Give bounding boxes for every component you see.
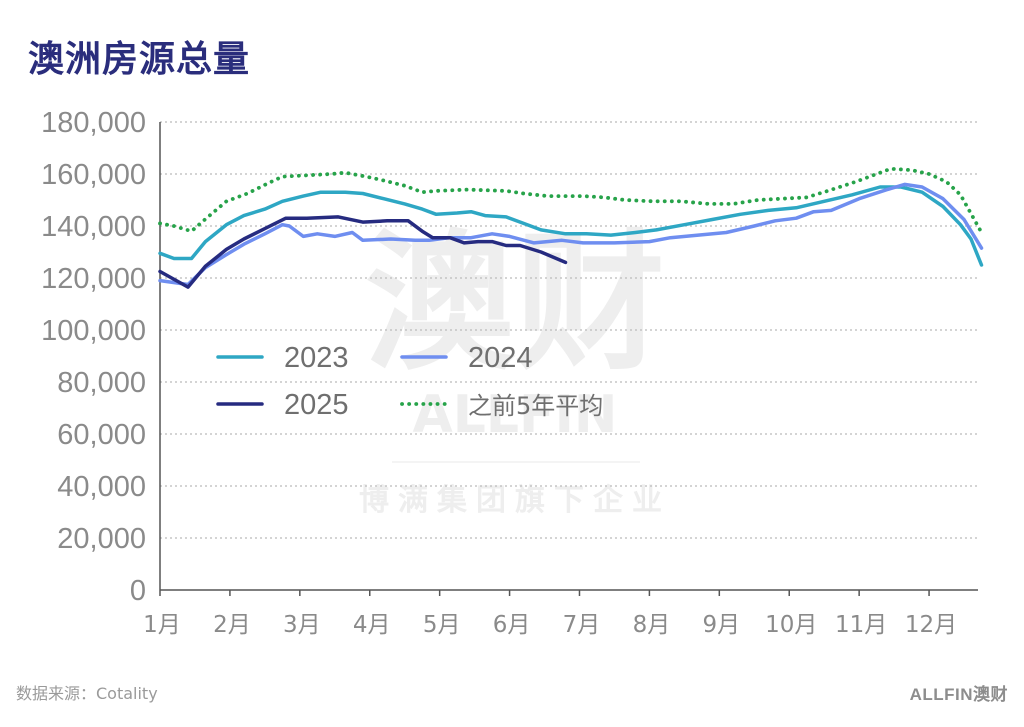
brand-logo: ALLFIN澳财 [909,685,1008,704]
series-lines [158,166,984,289]
x-tick-label: 4月 [353,612,391,638]
y-tick-label: 40,000 [57,471,146,503]
y-tick-label: 160,000 [41,159,146,191]
legend-label-0: 2023 [284,342,349,374]
page-title: 澳洲房源总量 [28,39,251,80]
watermark-tagline: 博满集团旗下企业 [359,483,671,518]
series-line-1 [158,182,984,287]
y-tick-label: 20,000 [57,523,146,555]
legend-label-3: 之前5年平均 [468,392,603,420]
x-tick-label: 11月 [835,612,887,638]
y-tick-label: 0 [130,575,146,607]
x-tick-label: 2月 [213,612,251,638]
y-tick-label: 120,000 [41,263,146,295]
grid [160,121,978,539]
axes: 0 20,000 40,000 60,000 80,000 100,000 120,000 1… [41,107,978,638]
series-line-2 [158,215,568,289]
source-note: 数据来源：Cotality [16,684,158,703]
x-tick-label: 8月 [633,612,671,638]
x-tick-label: 7月 [563,612,601,638]
x-tick-label: 10月 [765,612,817,638]
legend: 2023 2024 2025 之前5年平均 [216,342,603,421]
x-tick-label: 5月 [423,612,461,638]
series-line-3 [158,166,984,235]
y-tick-label: 100,000 [41,315,146,347]
x-tick-label: 12月 [905,612,957,638]
x-tick-label: 1月 [143,612,181,638]
x-tick-label: 9月 [702,612,740,638]
legend-label-2: 2025 [284,389,349,421]
series-line-0 [158,185,984,267]
legend-label-1: 2024 [468,342,533,374]
watermark-brand: ALLFIN [413,385,618,445]
y-tick-label: 60,000 [57,419,146,451]
x-tick-label: 6月 [493,612,531,638]
x-tick-label: 3月 [283,612,321,638]
y-tick-label: 140,000 [41,211,146,243]
y-tick-label: 80,000 [57,367,146,399]
y-tick-label: 180,000 [41,107,146,139]
